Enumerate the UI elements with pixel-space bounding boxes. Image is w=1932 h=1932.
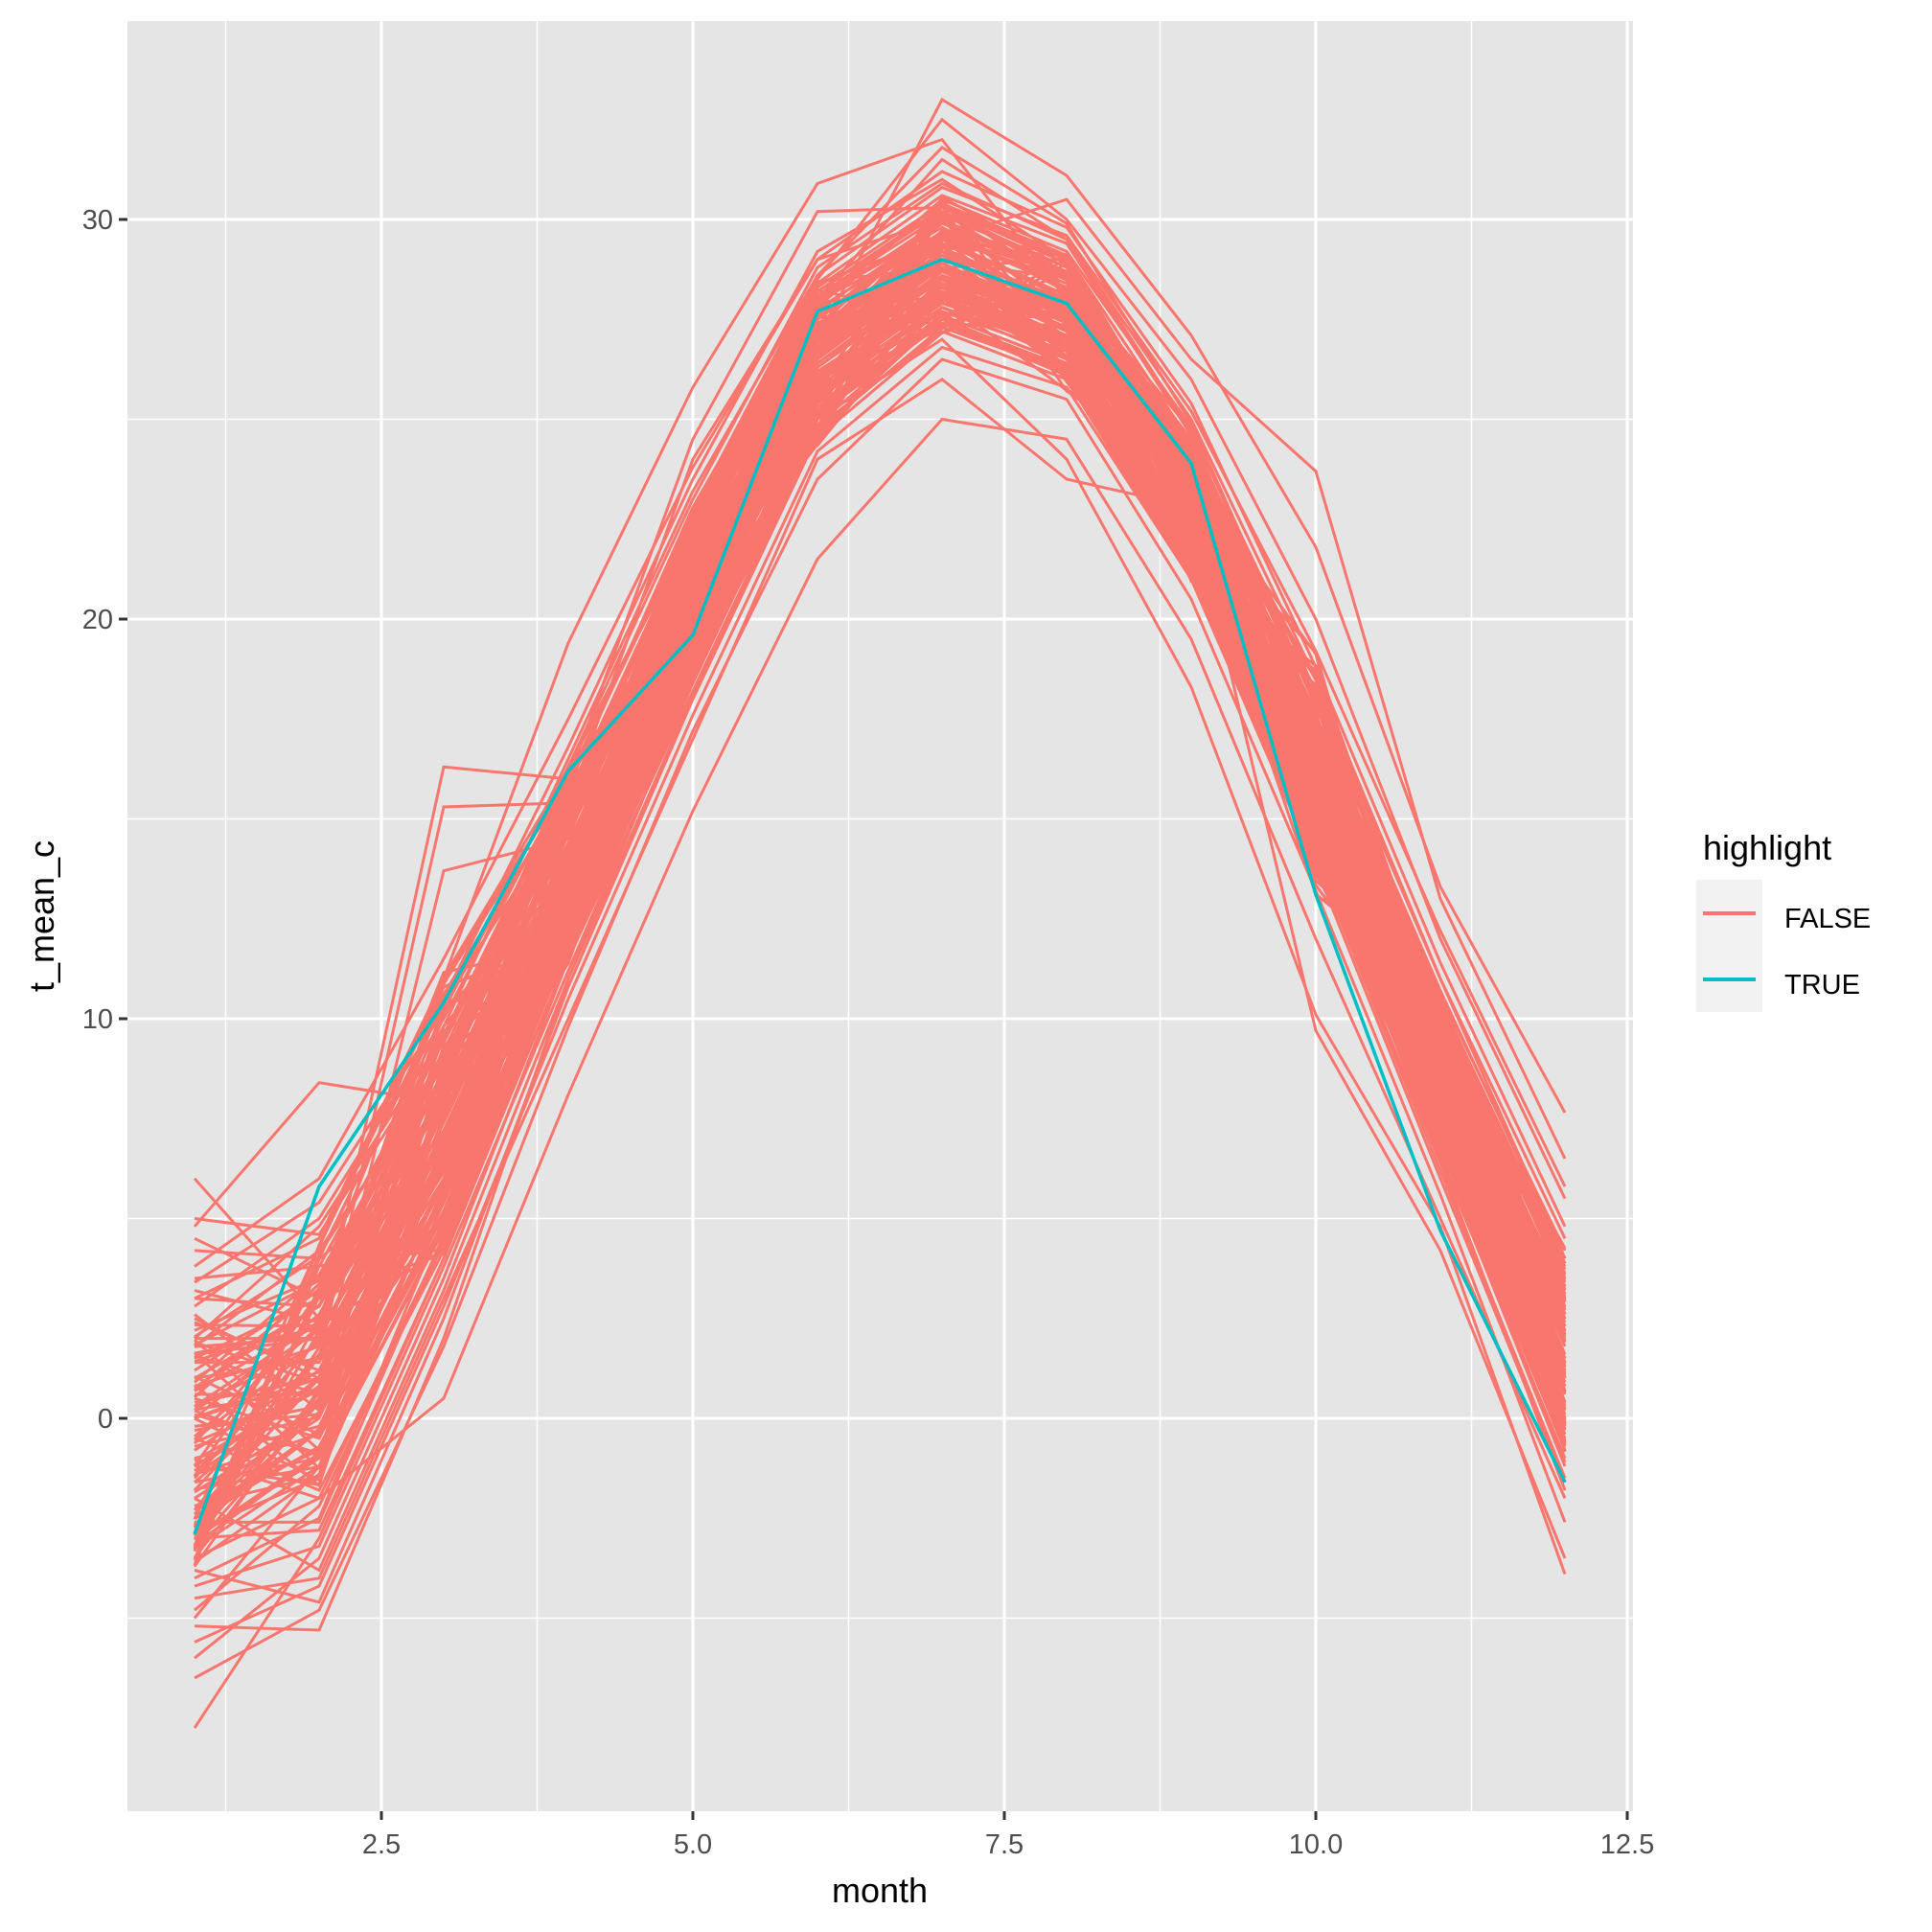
- series-line-false: [193, 296, 1567, 1520]
- series-line-false: [193, 209, 1567, 1549]
- legend-label-true: TRUE: [1784, 970, 1860, 1000]
- legend-title: highlight: [1703, 828, 1831, 867]
- series-line-false: [193, 200, 1567, 1399]
- x-axis-title: month: [832, 1871, 928, 1910]
- x-axis: 2.5 5.0 7.5 10.0 12.5: [362, 1811, 1654, 1860]
- series-line-false: [194, 345, 1567, 1644]
- series-line-false: [194, 203, 1567, 1453]
- series-false-lines: [193, 97, 1567, 1730]
- x-tick-label: 7.5: [985, 1829, 1024, 1860]
- series-line-false: [194, 170, 1567, 1268]
- series-line-false: [194, 357, 1567, 1680]
- series-line-false: [194, 417, 1567, 1501]
- series-true-line: [193, 257, 1567, 1535]
- x-tick-label: 10.0: [1289, 1829, 1343, 1860]
- legend: highlight FALSE TRUE: [1696, 828, 1871, 1012]
- legend-key-background: [1696, 880, 1762, 1012]
- y-axis: 0 10 20 30: [82, 205, 127, 1435]
- y-tick-label: 10: [82, 1004, 113, 1035]
- y-tick-label: 30: [82, 205, 113, 236]
- series-line-false: [193, 312, 1567, 1511]
- y-tick-label: 0: [98, 1404, 113, 1435]
- grid-minor: [127, 21, 1633, 1811]
- x-tick-label: 2.5: [362, 1829, 401, 1860]
- x-tick-label: 5.0: [674, 1829, 712, 1860]
- x-tick-label: 12.5: [1600, 1829, 1654, 1860]
- series-line-false: [194, 216, 1567, 1392]
- series-line-false: [194, 203, 1567, 1437]
- y-axis-title: t_mean_c: [22, 840, 61, 992]
- legend-label-false: FALSE: [1784, 904, 1871, 934]
- series-line-false: [194, 261, 1567, 1339]
- series-line-true: [193, 257, 1567, 1535]
- y-tick-label: 20: [82, 605, 113, 635]
